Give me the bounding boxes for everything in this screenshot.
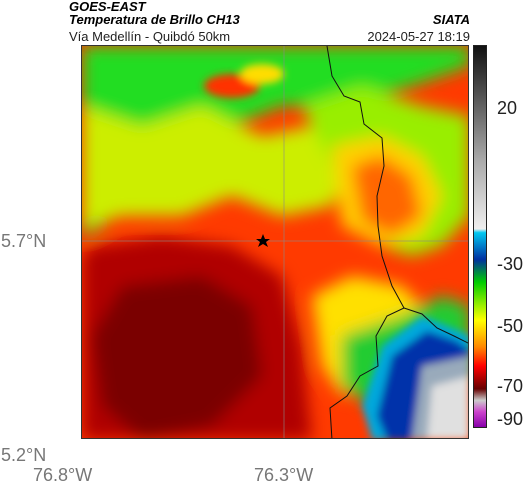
temperature-map[interactable] [81,45,469,439]
colorbar-label-minus90: -90 [497,409,524,429]
temperature-field [82,46,468,438]
satellite-name: GOES-EAST [69,0,146,14]
lon-label-76-3: 76.3°W [254,465,314,485]
colorbar-label-20: 20 [497,98,518,118]
region-name: Vía Medellín - Quibdó 50km [69,29,231,44]
product-name: Temperatura de Brillo CH13 [69,12,240,27]
colorbar-label-minus70: -70 [497,376,524,396]
colorbar-label-minus50: -50 [497,316,524,336]
colorbar-gradient [474,46,486,427]
colorbar [473,45,487,428]
colorbar-label-minus30: -30 [497,254,524,274]
lat-label-5-7: 5.7°N [1,231,47,251]
timestamp: 2024-05-27 18:19 [367,29,470,44]
star-icon [256,234,270,247]
organization-name: SIATA [432,12,470,27]
lon-label-76-8: 76.8°W [33,465,93,485]
border-lines [326,46,468,438]
lat-label-5-2: 5.2°N [1,445,47,465]
header: GOES-EAST Temperatura de Brillo CH13 Vía… [0,0,526,46]
